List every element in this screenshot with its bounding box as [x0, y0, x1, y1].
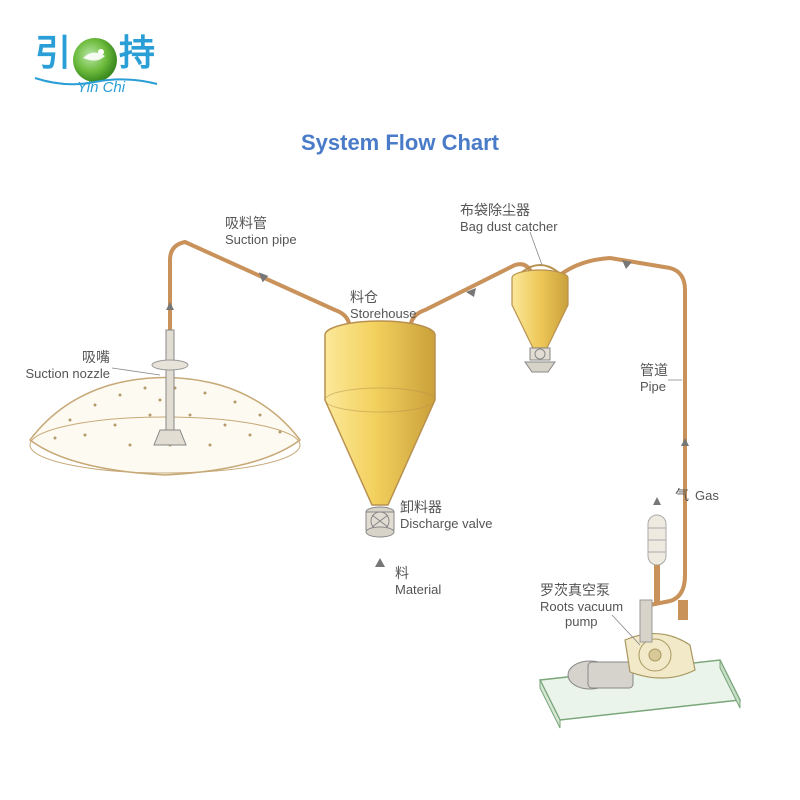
- logo-dot: [98, 49, 104, 55]
- arrow-material: [375, 558, 385, 567]
- bag-outlet: [530, 348, 550, 360]
- nozzle-flange: [152, 360, 188, 370]
- label-gas-cn: 气: [675, 487, 689, 503]
- pipe-suction: [170, 242, 350, 330]
- label-discharge-en: Discharge valve: [400, 516, 493, 531]
- arrow-gas: [653, 497, 661, 505]
- silencer-pipe: [654, 565, 660, 603]
- label-discharge-cn: 卸料器: [400, 499, 442, 515]
- arrow-up-1: [166, 302, 174, 310]
- bag-foot: [525, 362, 555, 372]
- label-storehouse-en: Storehouse: [350, 306, 417, 321]
- label-nozzle-cn: 吸嘴: [82, 349, 110, 365]
- discharge-valve: [366, 507, 394, 537]
- diagram-title: System Flow Chart: [301, 130, 500, 155]
- label-material-cn: 料: [395, 565, 409, 581]
- pile-shape: [30, 378, 300, 476]
- label-pipe-en: Pipe: [640, 379, 666, 394]
- label-bag-cn: 布袋除尘器: [460, 202, 530, 218]
- logo-right-char: 持: [119, 32, 155, 73]
- label-nozzle-en: Suction nozzle: [25, 366, 110, 381]
- nozzle-tube: [166, 330, 174, 430]
- pump-pipe-join: [678, 600, 688, 620]
- label-suctionpipe-en: Suction pipe: [225, 232, 297, 247]
- label-pump-cn: 罗茨真空泵: [540, 582, 610, 598]
- label-suctionpipe-cn: 吸料管: [225, 215, 267, 231]
- logo-left-char: 引: [35, 32, 71, 73]
- label-material-en: Material: [395, 582, 441, 597]
- label-pump-en1: Roots vacuum: [540, 599, 623, 614]
- label-pipe-cn: 管道: [640, 362, 668, 378]
- arrow-pipe-down: [681, 438, 689, 446]
- label-gas-en: Gas: [695, 488, 719, 503]
- logo: 引 持 Yin Chi: [35, 32, 157, 96]
- material-pile: [30, 378, 300, 476]
- label-bag-en: Bag dust catcher: [460, 219, 558, 234]
- label-pump-en2: pump: [565, 614, 598, 629]
- gas-silencer: [648, 515, 666, 603]
- label-storehouse-cn: 料仓: [350, 289, 378, 305]
- nozzle-mouth: [154, 430, 186, 445]
- bag-dust-catcher: [512, 265, 568, 372]
- pump-inlet: [640, 600, 652, 642]
- storehouse-body: [325, 335, 435, 505]
